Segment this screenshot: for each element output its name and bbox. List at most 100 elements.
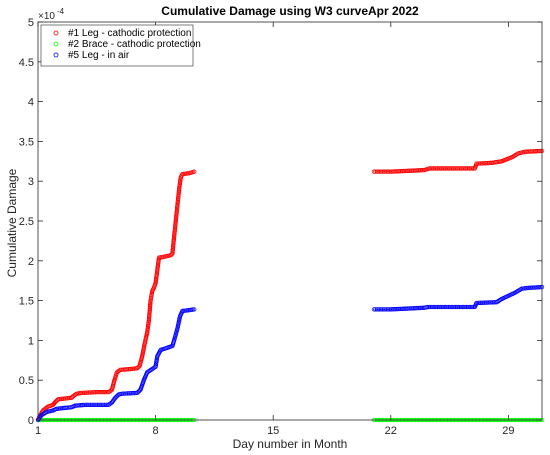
data-point <box>380 169 385 174</box>
data-point <box>527 285 533 290</box>
data-point <box>384 307 389 312</box>
data-point <box>537 285 542 290</box>
data-point <box>447 304 453 310</box>
data-point <box>438 166 443 171</box>
data-point <box>474 161 479 166</box>
chart-title: Cumulative Damage using W3 curveApr 2022 <box>161 4 419 18</box>
data-point <box>451 166 456 171</box>
data-point <box>450 166 455 171</box>
data-point <box>385 307 391 312</box>
data-point <box>378 307 384 312</box>
data-point <box>147 306 153 311</box>
data-point <box>526 285 531 291</box>
data-point <box>463 166 468 171</box>
legend-marker <box>53 52 59 58</box>
data-point <box>376 307 381 312</box>
data-point <box>85 390 90 395</box>
data-point <box>483 300 489 305</box>
data-point <box>435 304 440 310</box>
data-point <box>479 300 485 305</box>
data-point <box>465 304 471 310</box>
data-point <box>429 166 435 171</box>
data-point <box>446 166 451 171</box>
data-point <box>459 166 464 171</box>
data-point <box>103 402 108 408</box>
data-point <box>73 392 78 397</box>
data-point <box>146 318 152 323</box>
data-point <box>82 402 88 408</box>
data-point <box>530 285 535 290</box>
data-point <box>478 161 483 166</box>
y-tick-label: 2 <box>28 256 34 268</box>
data-point <box>431 304 436 310</box>
data-point <box>377 169 382 174</box>
data-point <box>481 300 486 305</box>
data-point <box>440 304 446 310</box>
data-point <box>432 304 437 310</box>
legend-marker <box>53 30 59 36</box>
data-point <box>529 285 534 290</box>
data-point <box>537 148 542 154</box>
data-point <box>93 402 99 408</box>
data-point <box>468 166 473 171</box>
data-point <box>89 402 95 408</box>
data-point <box>102 402 107 408</box>
data-point <box>377 307 382 312</box>
legend-label: #5 Leg - in air <box>68 50 130 61</box>
data-point <box>448 166 454 171</box>
data-point <box>98 402 103 408</box>
series--5-leg-in-air <box>35 284 545 423</box>
data-point <box>455 166 460 171</box>
data-point <box>486 160 492 166</box>
data-point <box>381 307 386 312</box>
data-point <box>89 390 94 395</box>
data-point <box>427 166 432 171</box>
x-axis-label: Day number in Month <box>233 437 348 451</box>
x-tick-label: 1 <box>35 425 41 437</box>
data-point <box>464 166 469 171</box>
data-point <box>79 390 84 396</box>
data-point <box>87 402 92 408</box>
data-point <box>467 166 472 171</box>
data-point <box>451 304 457 310</box>
data-point <box>147 314 152 319</box>
plot-area <box>38 22 542 420</box>
data-point <box>535 285 541 290</box>
data-point <box>433 304 439 310</box>
data-point <box>90 390 95 395</box>
data-point <box>93 390 98 395</box>
data-point <box>475 161 481 166</box>
data-point <box>83 390 88 395</box>
data-point <box>436 304 441 310</box>
data-point <box>122 391 127 396</box>
y-axis: 0 0.5 1 1.5 2 2.5 3 3.5 4 4.5 5 <box>19 17 542 427</box>
data-point <box>431 166 436 171</box>
x-tick-label: 29 <box>502 425 514 437</box>
data-point <box>438 304 443 310</box>
y-axis-exponent: ×10 -4 <box>38 7 65 22</box>
data-point <box>130 391 136 396</box>
data-point <box>446 304 451 310</box>
data-point <box>373 169 378 174</box>
data-point <box>457 304 462 310</box>
data-point <box>129 391 134 396</box>
series--1-leg-cathodic-protection <box>35 148 545 423</box>
legend: #1 Leg - cathodic protection#2 Brace - c… <box>40 24 201 67</box>
data-point <box>384 169 389 174</box>
data-point <box>442 304 447 310</box>
x-tick-label: 15 <box>267 425 279 437</box>
data-point <box>428 304 433 310</box>
legend-label: #1 Leg - cathodic protection <box>68 28 191 39</box>
data-point <box>126 391 132 396</box>
data-point <box>432 166 437 171</box>
data-point <box>383 169 388 174</box>
data-point <box>105 402 110 408</box>
x-axis: 1 8 15 22 29 <box>35 22 515 437</box>
y-exponent-base: ×10 <box>38 11 55 22</box>
data-point <box>475 300 480 306</box>
data-point <box>439 304 444 310</box>
data-point <box>429 304 435 310</box>
data-point <box>147 310 152 315</box>
data-point <box>383 307 388 312</box>
